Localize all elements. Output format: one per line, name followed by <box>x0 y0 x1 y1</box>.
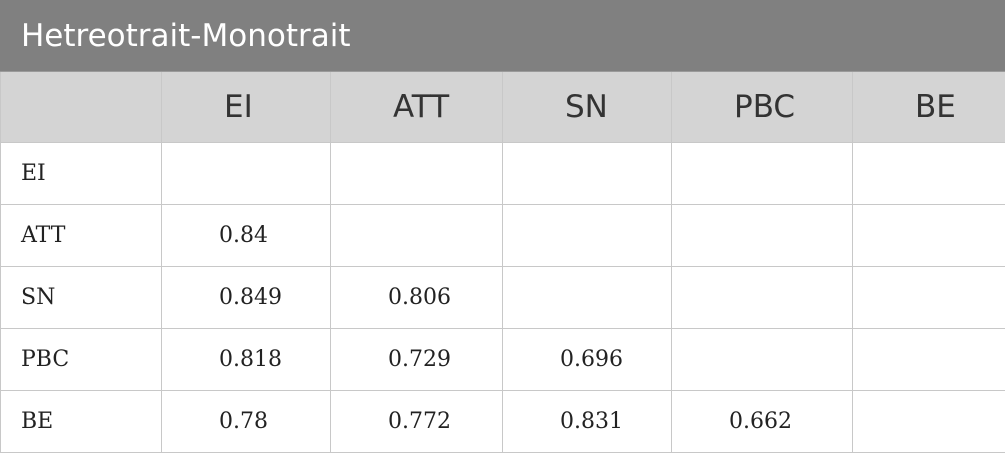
table-cell: 0.818 <box>161 328 331 391</box>
table-cell: 0.78 <box>161 390 331 453</box>
table-cell <box>671 204 853 267</box>
table-cell <box>330 204 503 267</box>
table-cell: 0.806 <box>330 266 503 329</box>
table-cell <box>502 142 672 205</box>
table-cell <box>330 142 503 205</box>
table-cell: 0.696 <box>502 328 672 391</box>
row-label: SN <box>0 266 162 329</box>
column-header-pbc: PBC <box>671 71 853 143</box>
table-row-be: BE 0.78 0.772 0.831 0.662 <box>0 390 1005 453</box>
table-cell <box>161 142 331 205</box>
table-row-ei: EI <box>0 142 1005 205</box>
table-title: Hetreotrait-Monotrait <box>0 0 1005 72</box>
table-title-row: Hetreotrait-Monotrait <box>0 0 1005 72</box>
table-cell: 0.831 <box>502 390 672 453</box>
column-header-att: ATT <box>330 71 503 143</box>
table-row-att: ATT 0.84 <box>0 204 1005 267</box>
table-cell: 0.662 <box>671 390 853 453</box>
table-cell <box>851 204 1005 267</box>
table-cell: 0.84 <box>161 204 331 267</box>
table-cell <box>851 142 1005 205</box>
table-cell <box>671 266 853 329</box>
table-cell <box>851 328 1005 391</box>
htmt-table: Hetreotrait-Monotrait EI ATT SN PBC BE E… <box>0 0 1005 453</box>
corner-cell <box>0 71 162 143</box>
column-header-ei: EI <box>161 71 331 143</box>
row-label: ATT <box>0 204 162 267</box>
table-cell: 0.729 <box>330 328 503 391</box>
table-cell: 0.849 <box>161 266 331 329</box>
table-cell <box>851 390 1005 453</box>
table-cell: 0.772 <box>330 390 503 453</box>
table-row-sn: SN 0.849 0.806 <box>0 266 1005 329</box>
row-label: PBC <box>0 328 162 391</box>
table-cell <box>851 266 1005 329</box>
column-header-sn: SN <box>502 71 672 143</box>
row-label: BE <box>0 390 162 453</box>
table-cell <box>502 204 672 267</box>
column-header-row: EI ATT SN PBC BE <box>0 71 1005 143</box>
table-cell <box>671 328 853 391</box>
column-header-be: BE <box>851 71 1005 143</box>
table-row-pbc: PBC 0.818 0.729 0.696 <box>0 328 1005 391</box>
table-cell <box>502 266 672 329</box>
table-cell <box>671 142 853 205</box>
row-label: EI <box>0 142 162 205</box>
